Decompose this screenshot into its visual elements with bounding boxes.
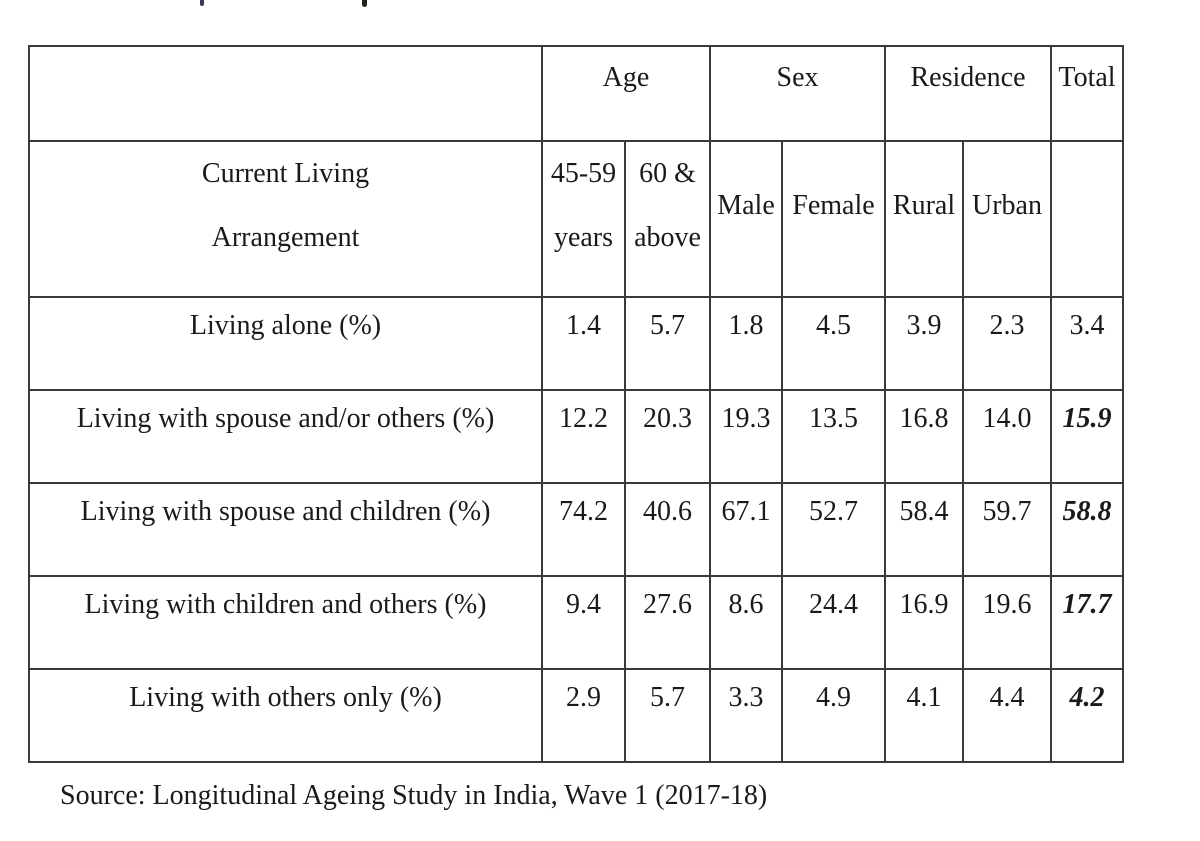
cell-value: 4.9 <box>781 668 886 763</box>
cropped-title-fragment <box>362 0 367 7</box>
cell-value: 19.6 <box>962 575 1052 670</box>
cell-value: 3.9 <box>884 296 964 391</box>
cell-value: 20.3 <box>624 389 711 484</box>
row-label: Living with others only (%) <box>28 668 543 763</box>
table-row-living-alone: Living alone (%) 1.4 5.7 1.8 4.5 3.9 2.3… <box>28 296 1124 391</box>
row-header-line1: Current Living <box>201 158 370 189</box>
subheader-45-59-years: 45-59 years <box>541 140 626 298</box>
table-row-spouse-and-or-others: Living with spouse and/or others (%) 12.… <box>28 389 1124 484</box>
cell-value: 5.7 <box>624 668 711 763</box>
cell-value: 12.2 <box>541 389 626 484</box>
cell-value: 40.6 <box>624 482 711 577</box>
cell-value-total: 17.7 <box>1050 575 1124 670</box>
cell-value-total: 58.8 <box>1050 482 1124 577</box>
cropped-title-fragment <box>200 0 204 6</box>
subheader-urban: Urban <box>962 140 1052 298</box>
cell-value: 27.6 <box>624 575 711 670</box>
subheader-row: Current Living Arrangement 45-59 years 6… <box>28 140 1124 298</box>
subheader-male: Male <box>709 140 783 298</box>
cell-value: 4.5 <box>781 296 886 391</box>
table-row-others-only: Living with others only (%) 2.9 5.7 3.3 … <box>28 668 1124 763</box>
cell-value: 5.7 <box>624 296 711 391</box>
cell-value: 24.4 <box>781 575 886 670</box>
cell-value: 2.9 <box>541 668 626 763</box>
cell-value: 74.2 <box>541 482 626 577</box>
cell-value: 16.8 <box>884 389 964 484</box>
cell-value: 3.3 <box>709 668 783 763</box>
cell-value: 4.4 <box>962 668 1052 763</box>
cell-value: 9.4 <box>541 575 626 670</box>
cell-value: 2.3 <box>962 296 1052 391</box>
subheader-female: Female <box>781 140 886 298</box>
cell-value-total: 3.4 <box>1050 296 1124 391</box>
header-group-row: Age Sex Residence Total <box>28 45 1124 142</box>
source-note: Source: Longitudinal Ageing Study in Ind… <box>60 780 768 811</box>
cell-value: 52.7 <box>781 482 886 577</box>
row-header-cell: Current Living Arrangement <box>28 140 543 298</box>
cell-value: 4.1 <box>884 668 964 763</box>
group-header-residence: Residence <box>884 45 1052 142</box>
cell-value: 1.4 <box>541 296 626 391</box>
row-header-line2: Arrangement <box>211 222 360 253</box>
row-label: Living with spouse and/or others (%) <box>28 389 543 484</box>
total-subheader-cell <box>1050 140 1124 298</box>
cell-value: 16.9 <box>884 575 964 670</box>
cell-value: 13.5 <box>781 389 886 484</box>
cell-value: 8.6 <box>709 575 783 670</box>
cell-value: 14.0 <box>962 389 1052 484</box>
subheader-rural: Rural <box>884 140 964 298</box>
cell-value-total: 15.9 <box>1050 389 1124 484</box>
living-arrangement-table: Age Sex Residence Total Current Living A… <box>28 45 1124 763</box>
group-header-total: Total <box>1050 45 1124 142</box>
cell-value: 19.3 <box>709 389 783 484</box>
subheader-60-above: 60 & above <box>624 140 711 298</box>
corner-cell <box>28 45 543 142</box>
cell-value: 58.4 <box>884 482 964 577</box>
cell-value: 67.1 <box>709 482 783 577</box>
cell-value: 1.8 <box>709 296 783 391</box>
group-header-sex: Sex <box>709 45 886 142</box>
table-row-spouse-and-children: Living with spouse and children (%) 74.2… <box>28 482 1124 577</box>
row-label: Living with children and others (%) <box>28 575 543 670</box>
table-row-children-and-others: Living with children and others (%) 9.4 … <box>28 575 1124 670</box>
cell-value: 59.7 <box>962 482 1052 577</box>
row-label: Living alone (%) <box>28 296 543 391</box>
cell-value-total: 4.2 <box>1050 668 1124 763</box>
row-label: Living with spouse and children (%) <box>28 482 543 577</box>
group-header-age: Age <box>541 45 711 142</box>
